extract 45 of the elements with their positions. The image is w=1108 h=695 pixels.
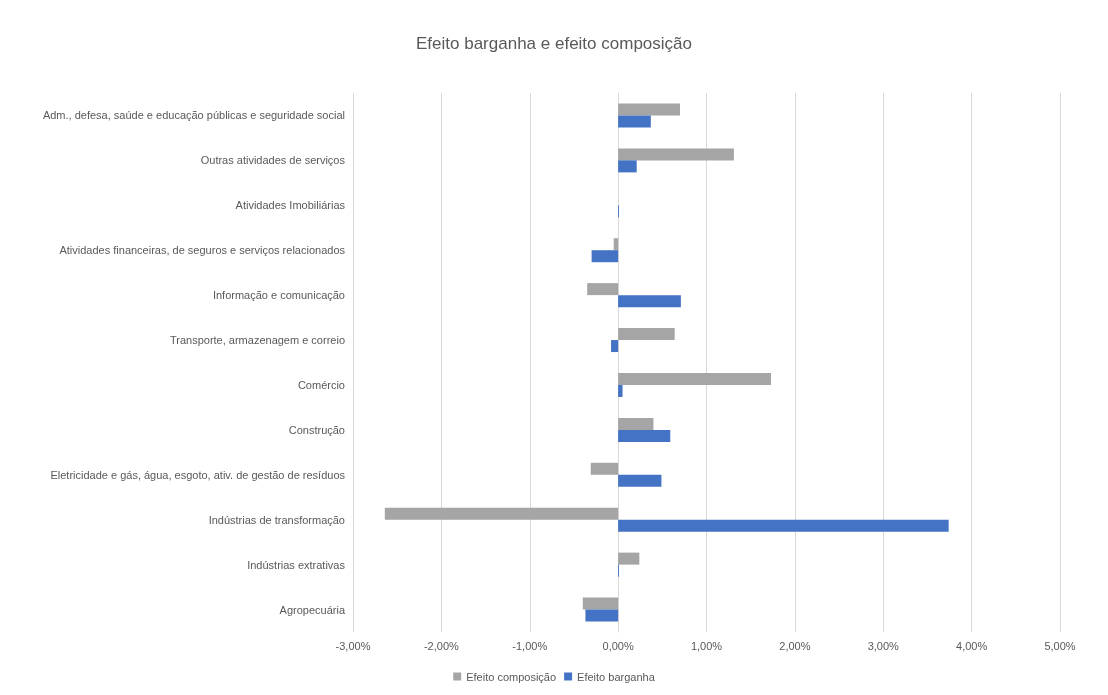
x-tick-label: -1,00% <box>512 639 548 652</box>
x-tick-label: 2,00% <box>779 639 811 652</box>
bar <box>618 148 734 161</box>
bar <box>618 372 772 385</box>
legend-label: Efeito composição <box>466 670 557 683</box>
bar <box>618 384 623 397</box>
chart-title: Efeito barganha e efeito composição <box>416 34 692 53</box>
y-tick-label: Agropecuária <box>279 603 346 616</box>
bar <box>582 597 619 610</box>
bar <box>384 507 619 520</box>
x-tick-label: 4,00% <box>956 639 988 652</box>
y-tick-label: Informação e comunicação <box>212 289 345 302</box>
bar <box>618 474 662 487</box>
legend-label: Efeito barganha <box>577 670 656 683</box>
y-tick-label: Eletricidade e gás, água, esgoto, ativ. de gestão de resíduos <box>50 468 346 481</box>
y-tick-label: Adm., defesa, saúde e educação públicas e seguridade social <box>42 109 345 122</box>
bar <box>618 552 640 565</box>
bar <box>618 103 680 116</box>
bar <box>618 417 654 430</box>
bar <box>618 429 671 442</box>
y-tick-label: Comércio <box>297 378 345 391</box>
y-tick-label: Outras atividades de serviços <box>200 154 346 167</box>
y-tick-label: Construção <box>288 423 345 436</box>
bar <box>590 462 619 475</box>
bar <box>613 238 619 251</box>
y-tick-label: Indústrias extrativas <box>247 558 346 571</box>
y-tick-label: Indústrias de transformação <box>208 513 345 526</box>
bar <box>591 250 619 263</box>
x-tick-label: -3,00% <box>335 639 371 652</box>
bar <box>618 115 651 128</box>
x-tick-label: -2,00% <box>423 639 460 652</box>
bar <box>618 160 637 173</box>
x-tick-label: 1,00% <box>690 639 723 652</box>
y-tick-label: Atividades Imobiliárias <box>235 199 346 212</box>
y-tick-label: Atividades financeiras, de seguros e serviços relacionados <box>59 244 346 257</box>
bar <box>585 609 619 622</box>
bar <box>587 283 619 296</box>
bar <box>611 340 619 353</box>
bar <box>618 519 949 532</box>
x-tick-label: 3,00% <box>867 639 900 652</box>
y-tick-label: Transporte, armazenagem e correio <box>169 334 345 347</box>
x-tick-label: 0,00% <box>602 639 634 652</box>
bar <box>618 295 681 308</box>
x-tick-label: 5,00% <box>1044 639 1076 652</box>
bar <box>618 328 675 341</box>
